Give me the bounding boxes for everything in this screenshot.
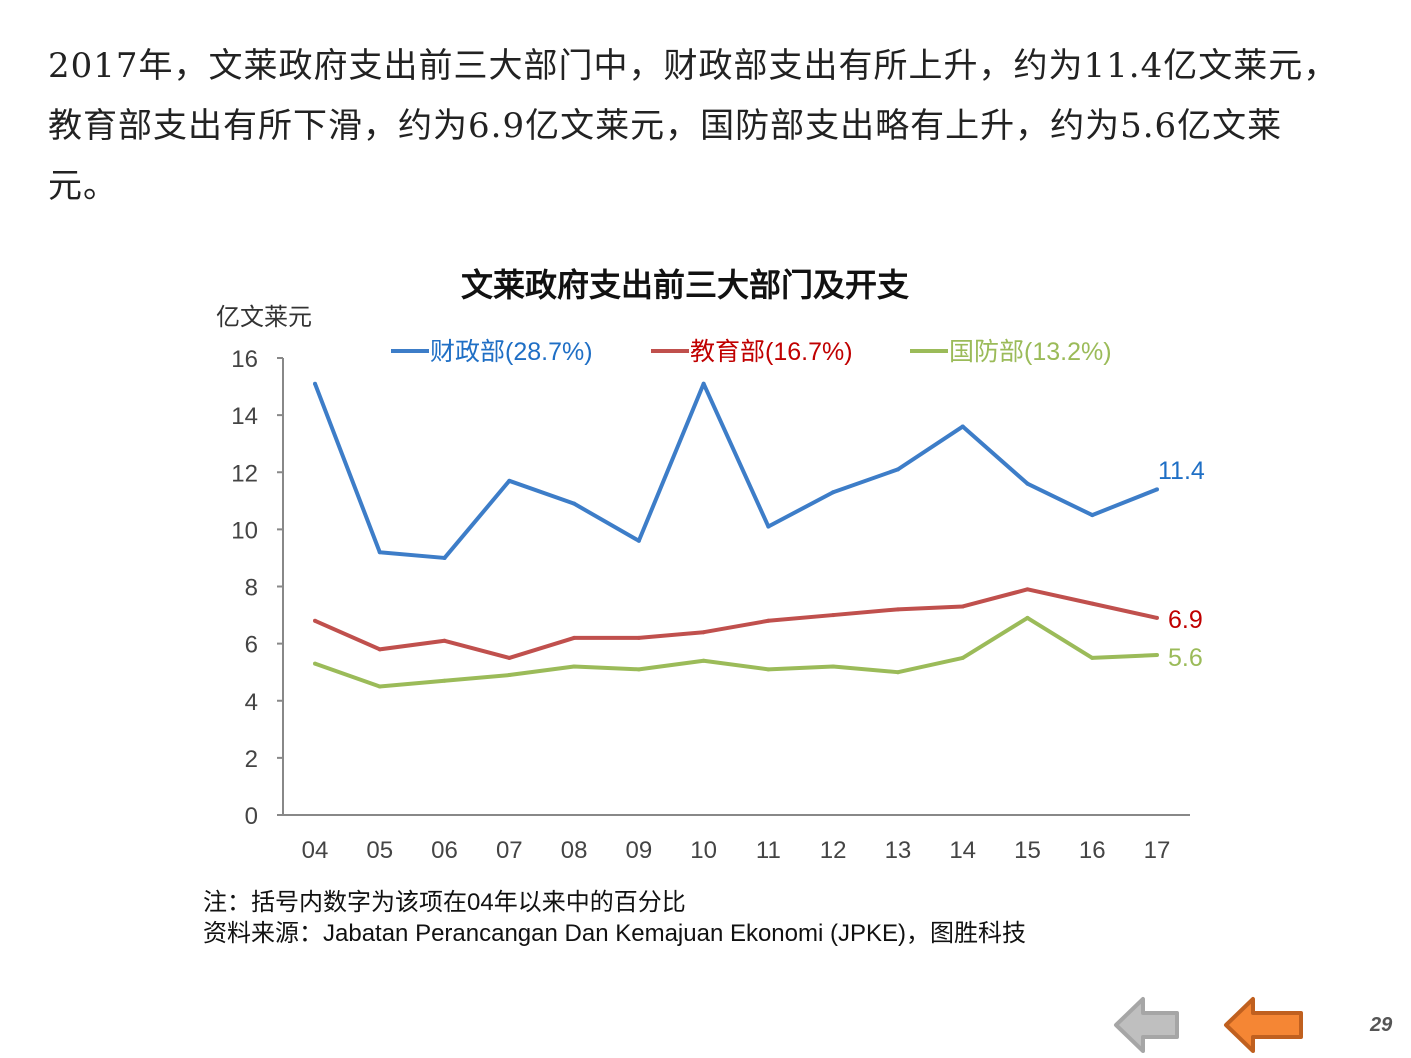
series-0: 11.4	[313, 381, 1205, 560]
end-value-label: 5.6	[1168, 644, 1203, 672]
legend-label: 教育部(16.7%)	[690, 338, 853, 366]
series-line	[314, 587, 1158, 660]
data-point	[1090, 655, 1095, 660]
line-chart: 文莱政府支出前三大部门及开支 亿文莱元 0 2 4 6 8 10 12 14 16 04 05 06 0…	[216, 267, 1205, 864]
y-tick-label: 8	[245, 575, 258, 602]
y-tick-label: 16	[231, 346, 258, 373]
x-tick-label: 11	[756, 837, 781, 864]
data-point	[1155, 653, 1159, 658]
data-point	[1025, 481, 1030, 486]
intro-paragraph: 2017年，文莱政府支出前三大部门中，财政部支出有所上升，约为11.4亿文莱元，…	[48, 46, 1339, 206]
data-point	[572, 635, 577, 640]
data-point	[895, 607, 900, 612]
series-line	[314, 615, 1158, 689]
data-point	[895, 467, 900, 472]
data-point	[895, 670, 900, 675]
data-point	[442, 678, 447, 683]
y-tick-label: 6	[245, 632, 258, 659]
data-point	[442, 555, 447, 560]
x-tick-label: 09	[625, 837, 652, 864]
data-point	[636, 635, 641, 640]
left-arrow-icon	[1224, 997, 1303, 1053]
legend-item: 教育部(16.7%)	[651, 338, 853, 366]
data-point	[766, 524, 771, 529]
data-point	[507, 478, 512, 483]
data-point	[831, 490, 836, 495]
x-tick-label: 07	[496, 837, 523, 864]
x-tick-label: 14	[949, 837, 976, 864]
data-point	[1025, 587, 1030, 592]
data-point	[572, 664, 577, 669]
series-2: 5.6	[313, 615, 1203, 689]
x-tick-label: 16	[1079, 837, 1106, 864]
data-point	[960, 604, 965, 609]
data-point	[701, 381, 706, 386]
data-point	[1090, 513, 1095, 518]
legend-label: 财政部(28.7%)	[430, 338, 593, 366]
data-point	[507, 655, 512, 660]
data-point	[1155, 487, 1159, 492]
page-number: 29	[1370, 1014, 1393, 1036]
data-point	[766, 618, 771, 623]
chart-title: 文莱政府支出前三大部门及开支	[461, 267, 909, 303]
y-tick-label: 4	[245, 689, 258, 716]
data-point	[377, 684, 382, 689]
y-tick-label: 0	[245, 803, 258, 830]
data-point	[960, 424, 965, 429]
data-point	[831, 613, 836, 618]
data-point	[442, 638, 447, 643]
x-tick-label: 04	[302, 837, 329, 864]
x-tick-label: 17	[1144, 837, 1171, 864]
data-point	[572, 501, 577, 506]
x-tick-label: 08	[561, 837, 588, 864]
back-arrow-button[interactable]	[1113, 995, 1183, 1055]
y-axis-unit-label: 亿文莱元	[216, 304, 312, 331]
x-tick-label: 06	[431, 837, 458, 864]
data-point	[377, 647, 382, 652]
data-point	[960, 655, 965, 660]
end-value-label: 11.4	[1158, 457, 1205, 485]
x-tick-label: 13	[885, 837, 912, 864]
chart-source: 资料来源：Jabatan Perancangan Dan Kemajuan Ek…	[203, 920, 1027, 947]
data-point	[636, 538, 641, 543]
data-point	[701, 630, 706, 635]
data-point	[1025, 615, 1030, 620]
data-point	[766, 667, 771, 672]
data-point	[701, 658, 706, 663]
y-tick-label: 10	[231, 517, 258, 544]
legend-label: 国防部(13.2%)	[949, 338, 1112, 366]
previous-arrow-button[interactable]	[1223, 995, 1307, 1055]
y-tick-label: 14	[231, 403, 258, 430]
legend-item: 财政部(28.7%)	[391, 338, 593, 366]
data-point	[1155, 615, 1159, 620]
left-arrow-icon	[1114, 997, 1179, 1053]
y-tick-label: 2	[245, 746, 258, 773]
data-point	[831, 664, 836, 669]
chart-note: 注：括号内数字为该项在04年以来中的百分比	[203, 889, 686, 916]
legend-item: 国防部(13.2%)	[910, 338, 1112, 366]
x-tick-label: 15	[1014, 837, 1041, 864]
data-point	[377, 550, 382, 555]
data-point	[313, 618, 317, 623]
x-tick-label: 10	[690, 837, 717, 864]
data-point	[313, 381, 317, 386]
x-tick-label: 05	[366, 837, 393, 864]
data-point	[507, 673, 512, 678]
data-point	[313, 661, 317, 666]
data-point	[1090, 601, 1095, 606]
end-value-label: 6.9	[1168, 606, 1203, 634]
data-point	[636, 667, 641, 672]
x-tick-label: 12	[820, 837, 847, 864]
y-tick-label: 12	[231, 460, 258, 487]
series-line	[313, 381, 1158, 560]
series-1: 6.9	[313, 587, 1203, 660]
